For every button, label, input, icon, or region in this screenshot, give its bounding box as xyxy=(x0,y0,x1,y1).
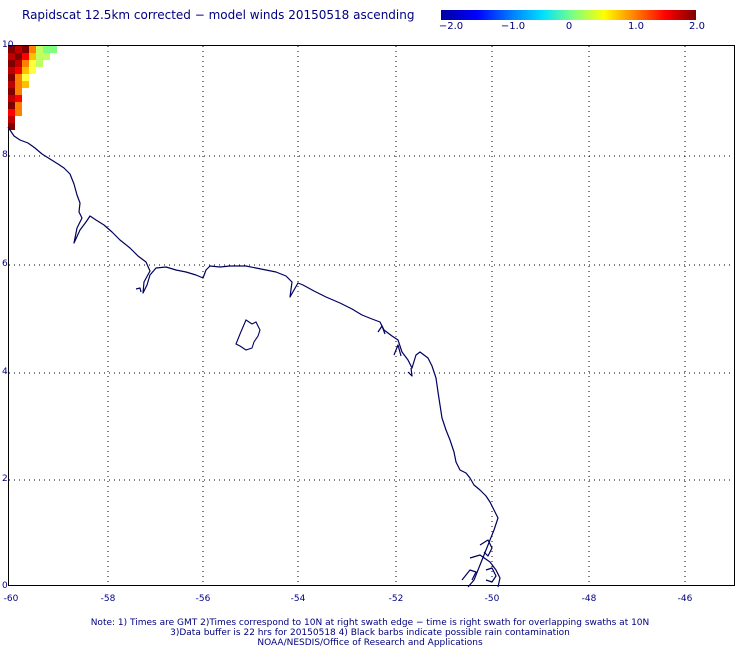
coastline-segment xyxy=(135,287,142,293)
coastline-segment xyxy=(461,569,477,581)
map-title: Rapidscat 12.5km corrected − model winds… xyxy=(22,8,415,22)
wind-cell xyxy=(43,53,50,60)
coastline-segment xyxy=(377,325,386,335)
wind-cell xyxy=(15,88,22,95)
lon-label: -50 xyxy=(484,594,500,604)
lat-label: 6 xyxy=(2,259,8,269)
lat-label: 4 xyxy=(2,367,8,377)
lon-label: -60 xyxy=(3,594,19,604)
wind-cell xyxy=(29,46,36,53)
wind-cell xyxy=(15,102,22,109)
wind-cell xyxy=(22,74,29,81)
wind-cell xyxy=(29,53,36,60)
wind-cell xyxy=(15,46,22,53)
wind-cell xyxy=(15,67,22,74)
lon-label: -48 xyxy=(581,594,597,604)
wind-cell xyxy=(8,116,15,123)
wind-cell xyxy=(8,102,15,109)
colorbar xyxy=(441,10,696,20)
coastline-segment xyxy=(485,567,497,583)
note-line: 3)Data buffer is 22 hrs for 20150518 4) … xyxy=(170,628,570,638)
wind-cell xyxy=(8,109,15,116)
footnotes: Note: 1) Times are GMT 2)Times correspon… xyxy=(0,618,740,648)
wind-cell xyxy=(22,67,29,74)
colorbar-tick: 1.0 xyxy=(628,21,644,32)
lat-label: 0 xyxy=(2,581,8,591)
lon-label: -56 xyxy=(195,594,211,604)
lat-label: 8 xyxy=(2,150,8,160)
coastline-segment xyxy=(7,126,499,588)
lon-label: -54 xyxy=(290,594,306,604)
wind-cell xyxy=(15,81,22,88)
wind-cell xyxy=(8,81,15,88)
wind-cell xyxy=(50,46,57,53)
wind-cell xyxy=(8,74,15,81)
wind-cell xyxy=(15,74,22,81)
wind-cell xyxy=(36,60,43,67)
wind-cell xyxy=(43,46,50,53)
lon-label: -58 xyxy=(100,594,116,604)
wind-cell xyxy=(15,95,22,102)
coastline-segment xyxy=(469,554,501,588)
wind-cell xyxy=(8,60,15,67)
wind-difference-cells xyxy=(8,46,57,130)
wind-cell xyxy=(8,88,15,95)
map-frame xyxy=(8,45,735,586)
lon-label: -52 xyxy=(388,594,404,604)
coastline-segment xyxy=(407,367,413,377)
wind-cell xyxy=(36,46,43,53)
colorbar-tick: 0 xyxy=(565,21,573,32)
note-line: Note: 1) Times are GMT 2)Times correspon… xyxy=(90,618,650,628)
wind-cell xyxy=(22,60,29,67)
coastline-segment xyxy=(479,539,493,557)
wind-cell xyxy=(36,53,43,60)
graticule xyxy=(9,46,734,585)
island xyxy=(235,319,261,351)
wind-cell xyxy=(22,46,29,53)
colorbar-tick: −1.0 xyxy=(500,21,526,32)
lon-label: -46 xyxy=(677,594,693,604)
wind-cell xyxy=(22,53,29,60)
wind-cell xyxy=(8,67,15,74)
wind-cell xyxy=(29,60,36,67)
lat-label: 10 xyxy=(2,40,14,50)
wind-cell xyxy=(15,53,22,60)
lat-label: 2 xyxy=(2,474,8,484)
wind-cell xyxy=(15,60,22,67)
colorbar-tick: 2.0 xyxy=(689,21,705,32)
note-line: NOAA/NESDIS/Office of Research and Appli… xyxy=(257,638,483,648)
coastline-segment xyxy=(393,344,402,357)
colorbar-tick: −2.0 xyxy=(438,21,464,32)
wind-cell xyxy=(8,95,15,102)
wind-cell xyxy=(8,53,15,60)
wind-cell xyxy=(8,123,15,130)
wind-cell xyxy=(15,109,22,116)
wind-cell xyxy=(29,67,36,74)
wind-cell xyxy=(8,46,15,53)
wind-cell xyxy=(22,81,29,88)
coastline xyxy=(7,126,501,588)
